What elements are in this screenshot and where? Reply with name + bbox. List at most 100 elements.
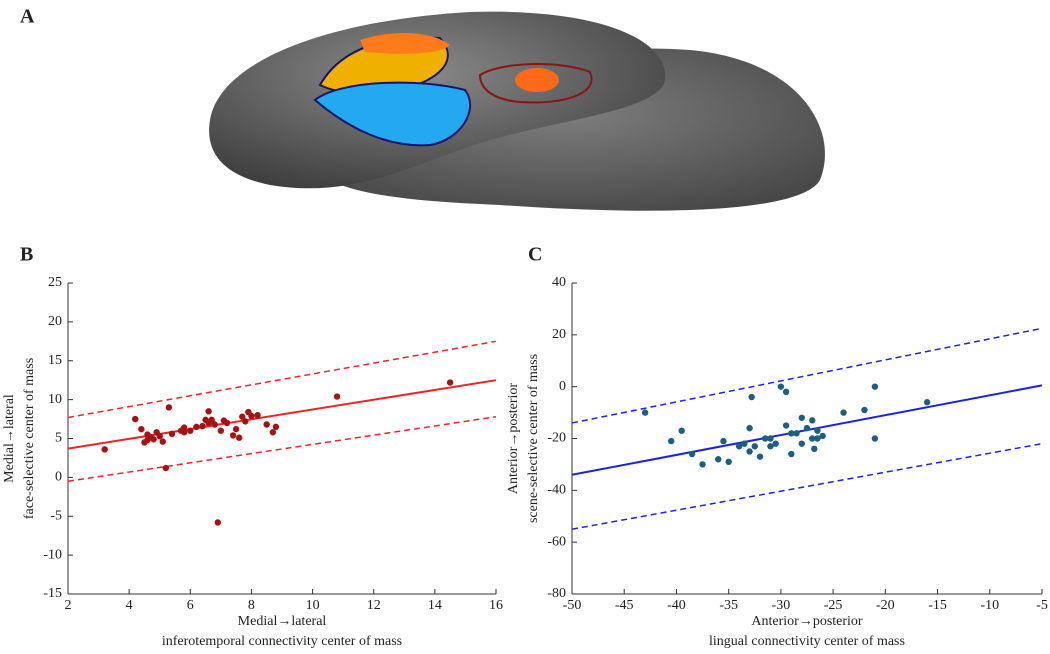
x-tick-label: 8 xyxy=(248,598,255,613)
point xyxy=(767,443,774,450)
x-axis-label: inferotemporal connectivity center of ma… xyxy=(162,634,402,649)
panel-label: B xyxy=(20,244,33,266)
point xyxy=(809,417,816,424)
x-tick-label: 10 xyxy=(306,598,320,613)
point xyxy=(138,425,145,433)
point xyxy=(720,437,727,445)
y-tick-label: -10 xyxy=(43,547,62,562)
y-tick-label: 20 xyxy=(552,327,566,342)
point xyxy=(772,440,779,447)
point xyxy=(803,424,811,432)
point xyxy=(699,461,706,468)
point xyxy=(735,443,743,450)
point xyxy=(741,440,748,447)
point xyxy=(715,456,722,463)
point xyxy=(814,435,821,442)
point xyxy=(819,432,826,440)
y-tick-label: 0 xyxy=(55,470,62,485)
panel-label: A xyxy=(20,6,35,28)
point xyxy=(767,435,774,442)
point xyxy=(272,423,280,431)
point xyxy=(793,430,800,437)
point xyxy=(242,418,249,425)
point xyxy=(217,427,225,434)
point xyxy=(162,464,170,472)
point xyxy=(263,421,270,428)
x-tick-label: 16 xyxy=(489,598,503,613)
y-axis-label: face-selective center of mass xyxy=(22,358,37,519)
point xyxy=(746,424,753,432)
point xyxy=(788,430,795,437)
x-tick-label: 14 xyxy=(428,598,442,613)
point xyxy=(156,432,163,440)
point xyxy=(746,448,753,455)
y-tick-label: 40 xyxy=(552,275,566,290)
y-tick-label: -80 xyxy=(547,586,566,601)
point xyxy=(725,458,732,466)
panel-label: C xyxy=(528,244,542,266)
point xyxy=(168,430,176,438)
y-axis-label: Medial→lateral xyxy=(2,394,17,483)
point xyxy=(782,388,790,396)
x-tick-label: -35 xyxy=(719,598,738,613)
x-axis-label: lingual connectivity center of mass xyxy=(709,634,905,649)
x-tick-label: -15 xyxy=(928,598,947,613)
brain-image xyxy=(209,11,825,211)
y-tick-label: -15 xyxy=(43,586,62,601)
point xyxy=(871,383,879,390)
point xyxy=(678,427,685,434)
point xyxy=(180,429,188,436)
point xyxy=(762,435,769,442)
x-axis-label: Medial→lateral xyxy=(238,614,327,629)
x-tick-label: -30 xyxy=(772,598,791,613)
point xyxy=(871,435,879,442)
y-axis-label: scene-selective center of mass xyxy=(526,354,541,523)
confidence-bound xyxy=(571,327,1043,424)
x-tick-label: -45 xyxy=(615,598,634,613)
point xyxy=(199,422,206,430)
point xyxy=(205,408,212,415)
point xyxy=(150,436,157,443)
point xyxy=(208,416,215,424)
point xyxy=(861,406,868,414)
point xyxy=(269,429,277,436)
y-tick-label: -5 xyxy=(50,508,62,523)
point xyxy=(211,421,218,428)
point xyxy=(248,412,255,420)
point xyxy=(641,409,649,416)
point xyxy=(180,424,188,431)
point xyxy=(132,415,139,423)
point xyxy=(798,440,805,447)
point xyxy=(777,383,785,390)
y-tick-label: 0 xyxy=(559,379,566,394)
point xyxy=(923,399,931,406)
point xyxy=(214,519,221,526)
point xyxy=(814,427,821,434)
point xyxy=(232,425,240,433)
point xyxy=(165,404,173,411)
point xyxy=(788,450,795,458)
confidence-bound xyxy=(67,340,497,419)
point xyxy=(782,422,790,429)
x-tick-label: -20 xyxy=(876,598,895,613)
x-tick-label: -50 xyxy=(563,598,582,613)
point xyxy=(748,393,755,401)
point xyxy=(223,419,231,427)
point xyxy=(254,411,261,419)
point xyxy=(236,434,243,441)
y-tick-label: 5 xyxy=(55,431,62,446)
fit-line xyxy=(67,379,497,450)
y-tick-label: 15 xyxy=(48,353,62,368)
y-tick-label: 25 xyxy=(48,275,62,290)
confidence-bound xyxy=(571,442,1043,530)
point xyxy=(668,437,675,445)
y-axis-label: Anterior→posterior xyxy=(506,383,521,495)
y-tick-label: -20 xyxy=(547,431,566,446)
point xyxy=(840,409,847,416)
x-tick-label: 6 xyxy=(187,598,194,613)
point xyxy=(193,423,200,431)
x-axis-label: Anterior→posterior xyxy=(751,614,863,629)
y-tick-label: 20 xyxy=(48,314,62,329)
point xyxy=(101,446,108,453)
